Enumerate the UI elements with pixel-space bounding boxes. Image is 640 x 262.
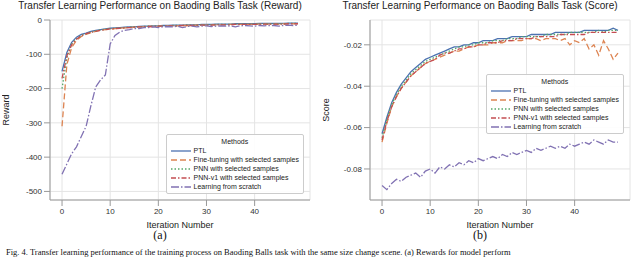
html-text:PTL: PTL — [513, 87, 527, 94]
html-text:PNN with selected samples: PNN with selected samples — [513, 105, 599, 112]
html-text:Learning from scratch: Learning from scratch — [513, 123, 582, 130]
svg-text:20: 20 — [474, 207, 483, 216]
svg-text:40: 40 — [250, 207, 259, 216]
html-text:PTL: PTL — [193, 147, 207, 154]
svg-text:Score: Score — [322, 98, 331, 122]
html-text:Methods: Methods — [221, 138, 249, 145]
svg-text:10: 10 — [106, 207, 115, 216]
html-text:Transfer Learning Performance: Transfer Learning Performance on Baoding… — [342, 0, 618, 11]
svg-text:Iteration Number: Iteration Number — [466, 220, 533, 228]
html-text:PNN-v1 with selected samples: PNN-v1 with selected samples — [193, 174, 289, 181]
svg-text:40: 40 — [570, 207, 579, 216]
svg-text:0: 0 — [38, 16, 43, 25]
svg-text:Iteration Number: Iteration Number — [146, 220, 213, 228]
svg-text:-100: -100 — [26, 50, 43, 59]
html-text:Fine-tuning with selected samp: Fine-tuning with selected samples — [513, 96, 619, 103]
html-text:(b): (b) — [473, 228, 487, 242]
svg-text:0: 0 — [380, 207, 385, 216]
html-text:Fine-tuning with selected samp: Fine-tuning with selected samples — [193, 156, 299, 163]
svg-text:-500: -500 — [26, 187, 43, 196]
svg-text:20: 20 — [154, 207, 163, 216]
html-text:PNN with selected samples: PNN with selected samples — [193, 165, 279, 172]
svg-text:0: 0 — [60, 207, 65, 216]
svg-text:-0.04: -0.04 — [344, 82, 363, 91]
svg-text:10: 10 — [426, 207, 435, 216]
svg-text:-300: -300 — [26, 119, 43, 128]
svg-text:-0.08: -0.08 — [344, 165, 363, 174]
html-text:Fig. 4. Transfer learning perf: Fig. 4. Transfer learning performance of… — [6, 247, 511, 257]
html-text:PNN-v1 with selected samples: PNN-v1 with selected samples — [513, 114, 609, 121]
svg-text:-0.06: -0.06 — [344, 123, 363, 132]
svg-text:30: 30 — [202, 207, 211, 216]
svg-text:-400: -400 — [26, 153, 43, 162]
svg-text:-200: -200 — [26, 84, 43, 93]
html-text:Learning from scratch: Learning from scratch — [193, 183, 262, 190]
html-text:Methods: Methods — [541, 78, 569, 85]
html-text:(a): (a) — [153, 228, 167, 242]
svg-text:-0.02: -0.02 — [344, 41, 363, 50]
html-text:Transfer Learning Performance: Transfer Learning Performance on Baoding… — [18, 0, 302, 11]
svg-text:Reward: Reward — [8, 94, 11, 125]
svg-text:30: 30 — [522, 207, 531, 216]
